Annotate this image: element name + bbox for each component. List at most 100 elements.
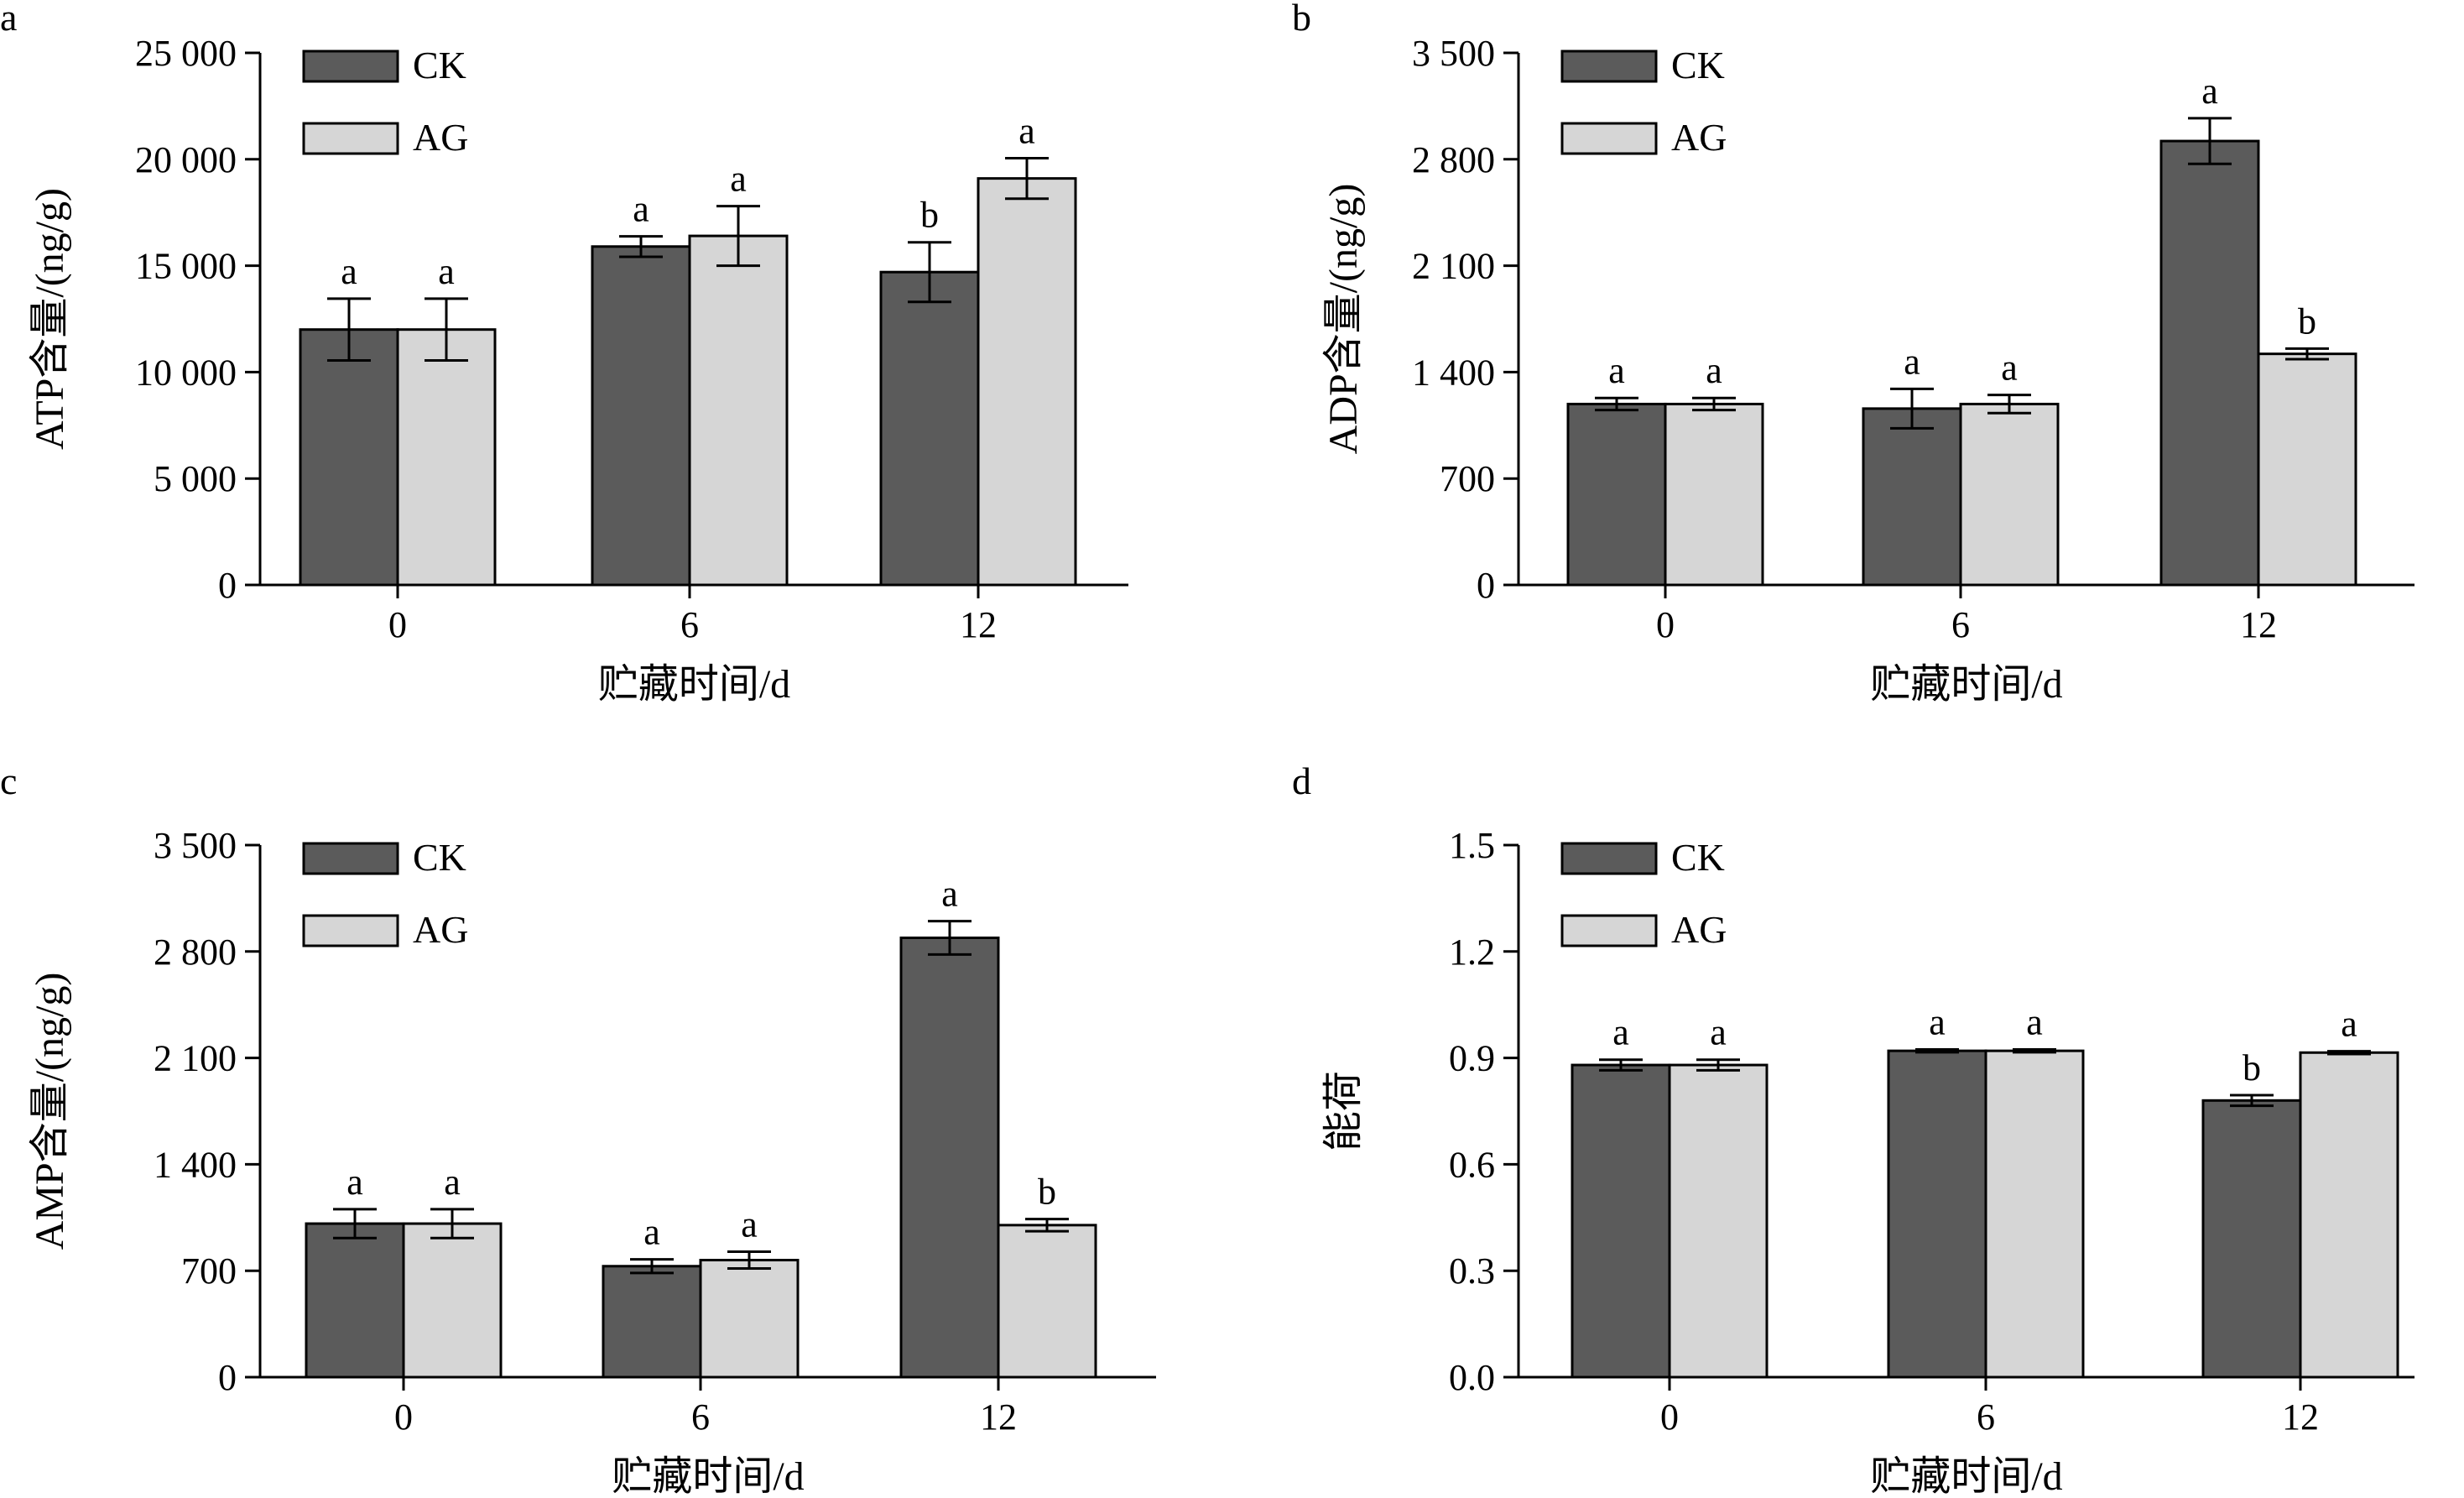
significance-label: a [730, 159, 747, 200]
x-tick-label: 0 [394, 1396, 413, 1438]
y-tick-label: 3 500 [1412, 33, 1495, 74]
bar-ck-6 [1887, 1049, 1987, 1379]
legend-label-ck: CK [413, 44, 466, 86]
y-axis-title: AMP含量/(ng/g) [28, 973, 72, 1250]
chart-panel-c: c a a a a a b 0 700 1 400 2 100 2 800 3 500 0 6 12 贮藏时间/… [0, 759, 1156, 1498]
y-tick-label: 15 000 [135, 246, 237, 287]
y-tick-label: 0.6 [1449, 1144, 1495, 1185]
y-tick-label: 2 100 [1412, 246, 1495, 287]
x-tick-label: 12 [980, 1396, 1017, 1438]
significance-label: a [1904, 341, 1920, 382]
bar-ck-0 [1566, 402, 1667, 587]
y-tick-label: 0 [218, 565, 237, 606]
chart-panel-b: b a a a a a b 0 700 1 400 2 100 2 800 3 500 0 6 12 贮藏时间/… [1292, 0, 2415, 707]
chart-panel-a: a a a b a a a 0 5 000 10 000 15 000 20 000 25 000 0 6 1… [0, 0, 1128, 707]
bar-ck-6 [591, 245, 691, 587]
significance-label: b [1038, 1172, 1056, 1213]
legend-swatch-ag [302, 914, 399, 947]
bar-ck-12 [2159, 139, 2260, 587]
legend-swatch-ag [1560, 122, 1658, 155]
significance-label: a [633, 189, 649, 230]
chart-panel-d: d a a b a a a 0.0 0.3 0.6 0.9 1.2 1.5 0 6 12 贮藏时间/d 能荷 CK A… [1292, 759, 2415, 1498]
bar-ag-6 [1959, 402, 2060, 587]
significance-label: a [1612, 1012, 1629, 1053]
bar-ck-12 [2201, 1099, 2302, 1379]
y-tick-label: 0.9 [1449, 1038, 1495, 1079]
bar-ck-0 [305, 1222, 405, 1379]
x-tick-label: 6 [1951, 604, 1970, 645]
y-tick-label: 0.3 [1449, 1250, 1495, 1292]
significance-label: a [346, 1161, 363, 1203]
significance-label: a [1710, 1012, 1727, 1053]
y-tick-label: 2 100 [154, 1038, 237, 1079]
significance-label: a [941, 874, 958, 915]
y-tick-label: 0.0 [1449, 1357, 1495, 1398]
significance-label: a [2026, 1001, 2043, 1042]
significance-label: a [341, 251, 357, 292]
panel-label: d [1292, 759, 1311, 802]
x-axis-title: 贮藏时间/d [1870, 1454, 2062, 1498]
legend-label-ck: CK [413, 836, 466, 879]
x-tick-label: 0 [388, 604, 407, 645]
bar-ag-12 [2299, 1051, 2399, 1379]
y-tick-label: 20 000 [135, 139, 237, 180]
x-axis-title: 贮藏时间/d [1870, 662, 2062, 707]
significance-label: a [438, 251, 455, 292]
legend-swatch-ag [302, 122, 399, 155]
bar-ag-12 [977, 177, 1077, 587]
bar-ck-12 [879, 270, 980, 587]
bar-ag-6 [688, 234, 789, 587]
y-tick-label: 3 500 [154, 825, 237, 866]
x-tick-label: 0 [1660, 1396, 1679, 1438]
x-tick-label: 6 [1977, 1396, 1995, 1438]
bar-ck-6 [602, 1265, 702, 1379]
y-tick-label: 10 000 [135, 352, 237, 393]
legend-swatch-ag [1560, 914, 1658, 947]
x-tick-label: 12 [2282, 1396, 2319, 1438]
y-tick-label: 1.5 [1449, 825, 1495, 866]
significance-label: a [1706, 350, 1722, 391]
y-tick-label: 2 800 [1412, 139, 1495, 180]
significance-label: a [741, 1204, 758, 1245]
bar-ag-12 [997, 1224, 1097, 1379]
x-tick-label: 6 [691, 1396, 710, 1438]
significance-label: a [1608, 350, 1625, 391]
legend-label-ag: AG [413, 116, 468, 159]
x-axis-title: 贮藏时间/d [612, 1454, 804, 1498]
legend-label-ag: AG [1671, 116, 1727, 159]
bar-ag-0 [402, 1222, 503, 1379]
significance-label: a [1929, 1001, 1946, 1042]
legend-swatch-ck [302, 842, 399, 875]
significance-label: a [2001, 347, 2018, 389]
y-tick-label: 0 [218, 1357, 237, 1398]
y-tick-label: 1 400 [154, 1144, 237, 1185]
y-axis-title: 能荷 [1321, 1071, 1366, 1151]
bar-ag-6 [1984, 1049, 2085, 1379]
legend-label-ag: AG [413, 908, 468, 951]
significance-label: a [643, 1212, 660, 1253]
panel-label: c [0, 759, 17, 802]
bar-ck-6 [1862, 407, 1962, 587]
significance-label: a [444, 1161, 461, 1203]
y-axis-title: ATP含量/(ng/g) [28, 188, 72, 450]
bar-ck-0 [299, 328, 399, 587]
significance-label: b [920, 195, 939, 236]
significance-label: a [1018, 111, 1035, 152]
x-tick-label: 12 [2240, 604, 2277, 645]
bar-ck-0 [1571, 1063, 1671, 1379]
bar-ag-12 [2257, 352, 2357, 587]
x-tick-label: 0 [1656, 604, 1675, 645]
y-tick-label: 2 800 [154, 932, 237, 973]
bar-ag-0 [1664, 402, 1764, 587]
y-tick-label: 1 400 [1412, 352, 1495, 393]
bar-ck-12 [899, 936, 1000, 1379]
y-tick-label: 700 [1440, 458, 1495, 499]
significance-label: a [2201, 70, 2218, 112]
x-axis-title: 贮藏时间/d [598, 662, 790, 707]
significance-label: a [2341, 1004, 2357, 1045]
bar-ag-0 [1668, 1063, 1769, 1379]
bar-ag-6 [699, 1259, 800, 1379]
legend-swatch-ck [302, 50, 399, 83]
y-axis-title: ADP含量/(ng/g) [1321, 184, 1366, 455]
